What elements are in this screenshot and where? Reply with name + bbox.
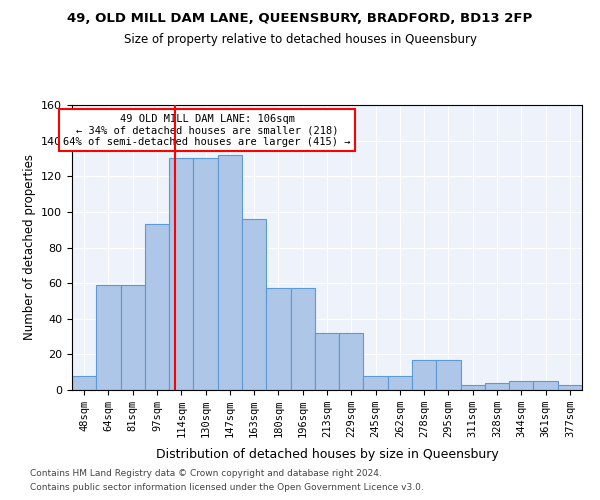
Bar xyxy=(290,288,315,390)
Bar xyxy=(266,288,290,390)
Text: 49, OLD MILL DAM LANE, QUEENSBURY, BRADFORD, BD13 2FP: 49, OLD MILL DAM LANE, QUEENSBURY, BRADF… xyxy=(67,12,533,26)
X-axis label: Distribution of detached houses by size in Queensbury: Distribution of detached houses by size … xyxy=(155,448,499,462)
Bar xyxy=(461,384,485,390)
Bar xyxy=(509,381,533,390)
Bar xyxy=(315,333,339,390)
Bar xyxy=(533,381,558,390)
Y-axis label: Number of detached properties: Number of detached properties xyxy=(23,154,35,340)
Bar xyxy=(242,219,266,390)
Text: 49 OLD MILL DAM LANE: 106sqm
← 34% of detached houses are smaller (218)
64% of s: 49 OLD MILL DAM LANE: 106sqm ← 34% of de… xyxy=(64,114,351,147)
Bar xyxy=(96,285,121,390)
Bar xyxy=(436,360,461,390)
Bar xyxy=(485,383,509,390)
Bar xyxy=(364,376,388,390)
Text: Size of property relative to detached houses in Queensbury: Size of property relative to detached ho… xyxy=(124,32,476,46)
Bar xyxy=(193,158,218,390)
Bar xyxy=(339,333,364,390)
Bar xyxy=(558,384,582,390)
Text: Contains HM Land Registry data © Crown copyright and database right 2024.: Contains HM Land Registry data © Crown c… xyxy=(30,468,382,477)
Bar xyxy=(412,360,436,390)
Text: Contains public sector information licensed under the Open Government Licence v3: Contains public sector information licen… xyxy=(30,484,424,492)
Bar xyxy=(218,155,242,390)
Bar xyxy=(388,376,412,390)
Bar xyxy=(121,285,145,390)
Bar xyxy=(145,224,169,390)
Bar xyxy=(169,158,193,390)
Bar xyxy=(72,376,96,390)
